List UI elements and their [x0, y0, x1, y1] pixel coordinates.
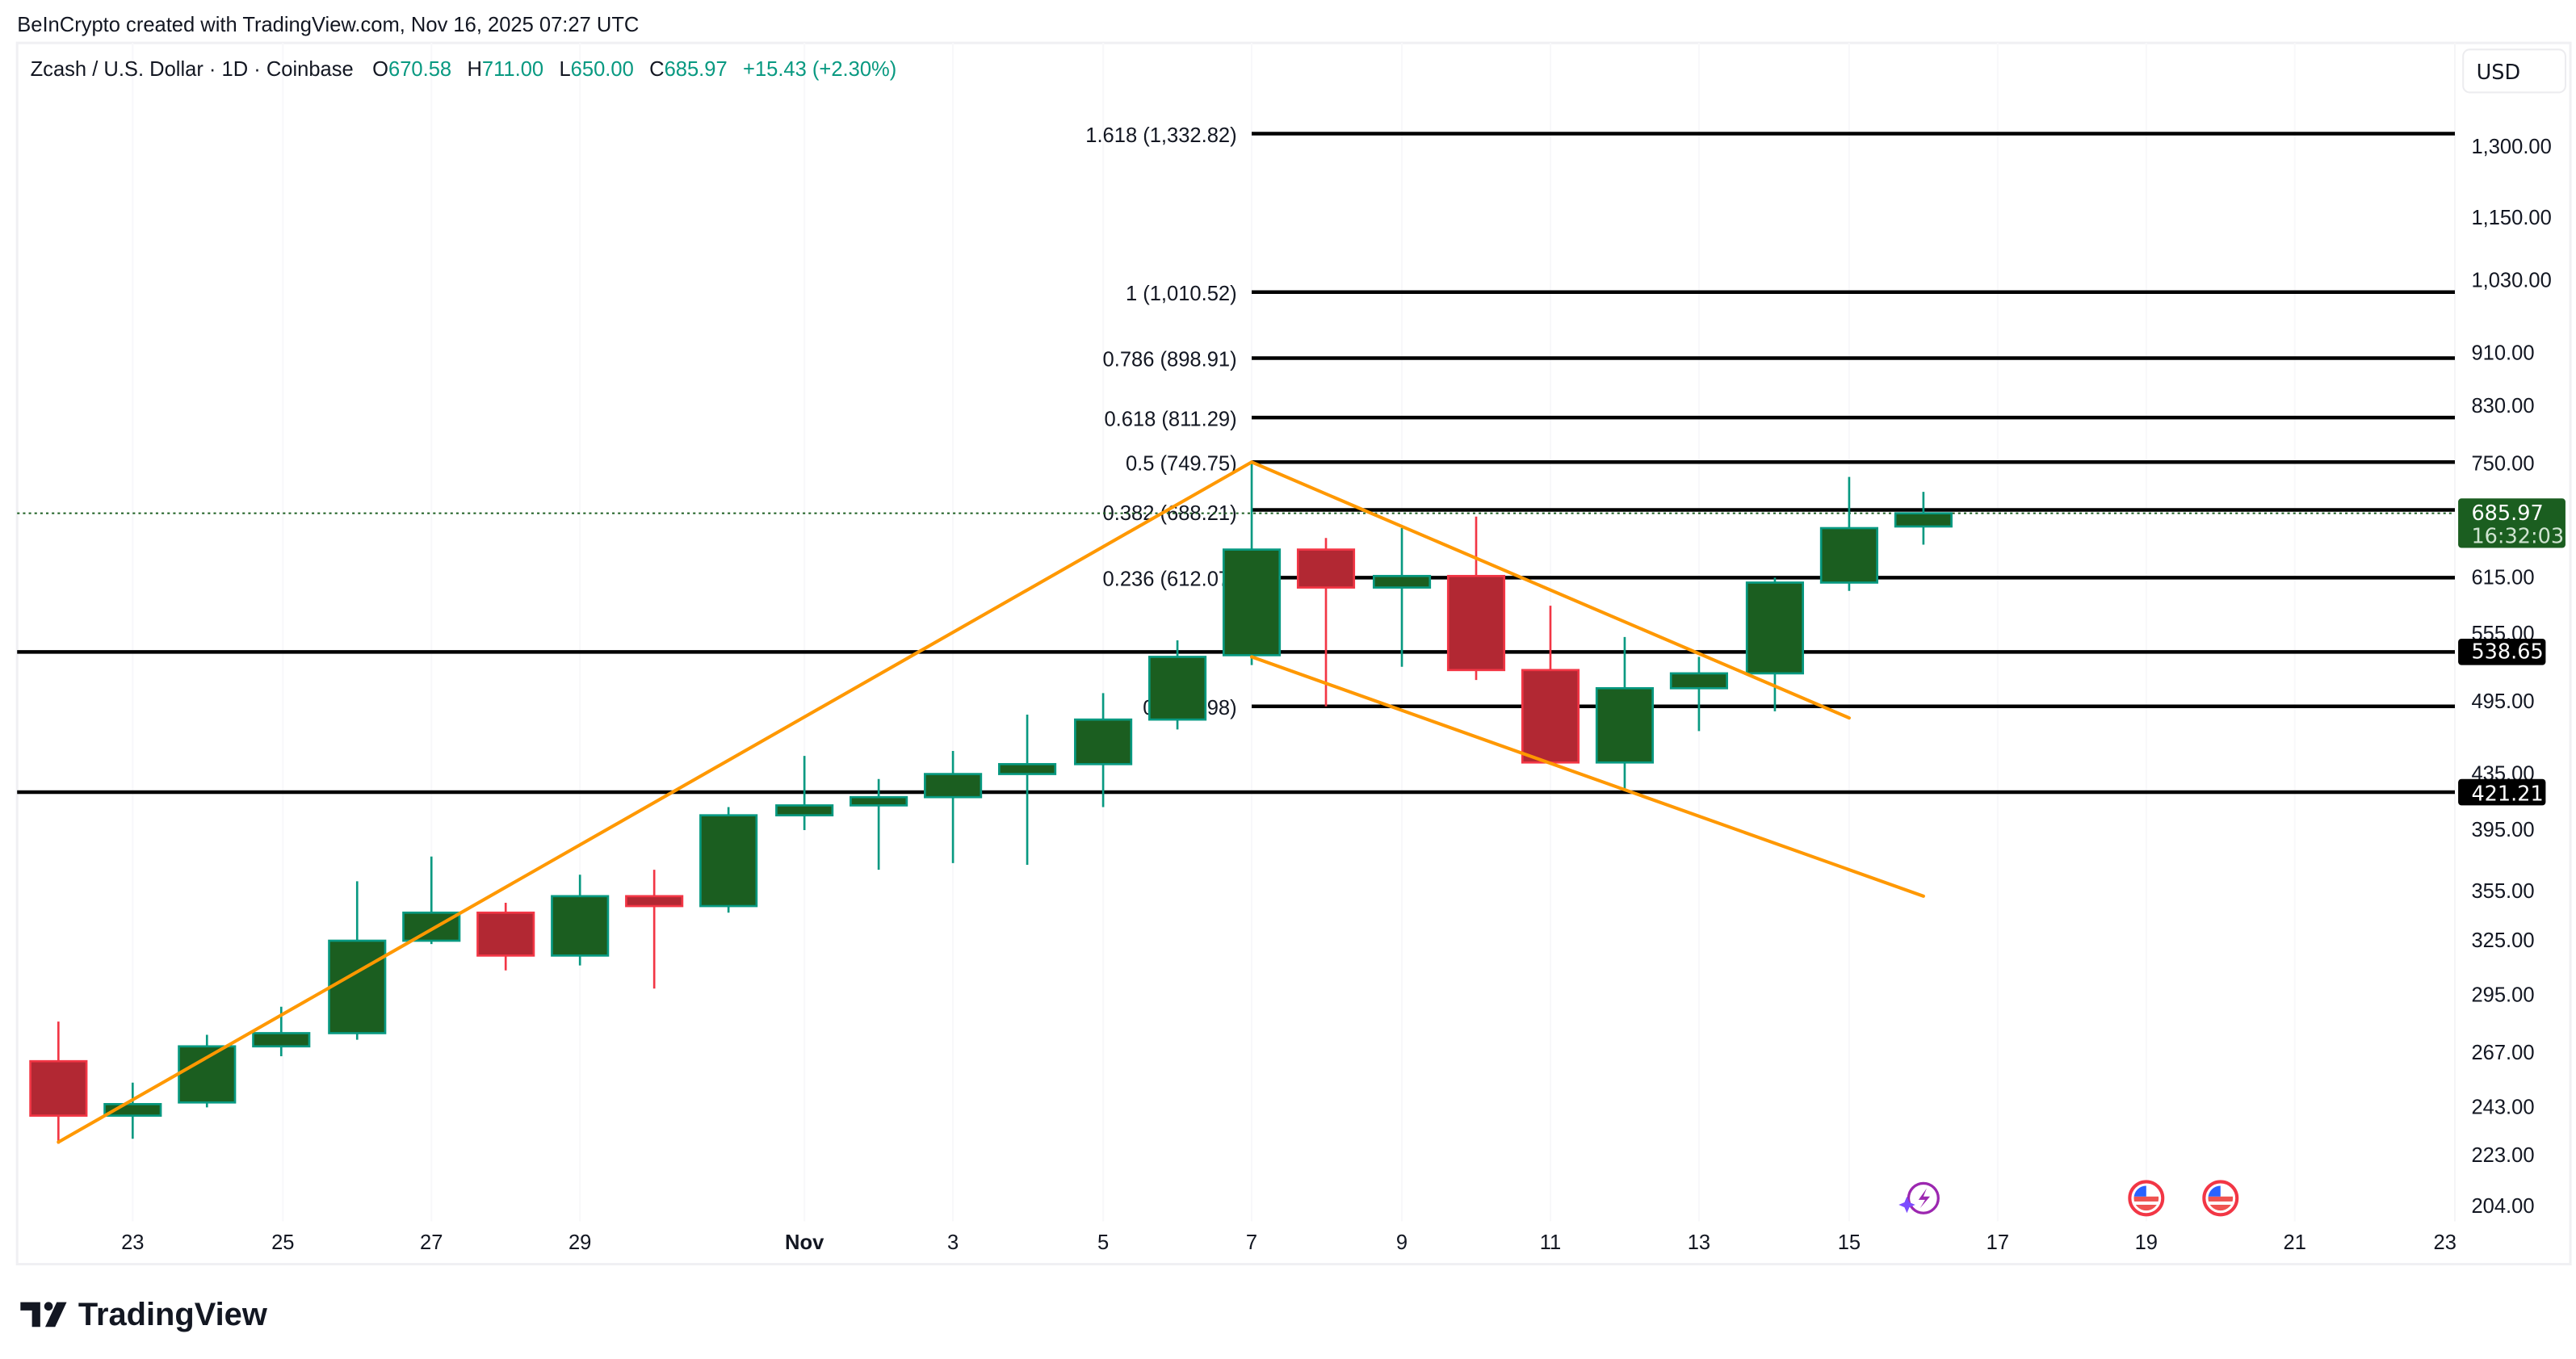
- price-tick: 295.00: [2471, 984, 2534, 1007]
- candle: [328, 881, 387, 1040]
- price-tick: 750.00: [2471, 452, 2534, 475]
- currency-button-label: USD: [2477, 61, 2521, 85]
- price-tick: 243.00: [2471, 1097, 2534, 1119]
- legend-low-label: L: [559, 58, 570, 81]
- time-axis[interactable]: 23 25 27 29 Nov 3 5 7 9 11 13 15 17 19 2…: [121, 1231, 2456, 1254]
- earnings-lightning-icon[interactable]: [1898, 1181, 1940, 1214]
- candlestick-series: [29, 463, 1953, 1144]
- price-tick: 615.00: [2471, 567, 2534, 589]
- candle: [1669, 656, 1728, 732]
- price-tick: 223.00: [2471, 1144, 2534, 1167]
- line-price-tag-421: 421.21: [2458, 778, 2546, 806]
- price-tick: 1,300.00: [2471, 136, 2551, 158]
- tradingview-logo-text: TradingView: [78, 1297, 268, 1332]
- time-tick: 11: [1540, 1231, 1562, 1254]
- time-tick: 15: [1838, 1231, 1861, 1254]
- trendlines[interactable]: [57, 460, 1925, 1144]
- price-tick: 830.00: [2471, 395, 2534, 417]
- candle: [1521, 606, 1580, 765]
- price-tick: 325.00: [2471, 929, 2534, 952]
- bar-countdown: 16:32:03: [2471, 524, 2564, 548]
- price-tick: 1,150.00: [2471, 207, 2551, 229]
- legend-close-value: 685.97: [665, 58, 728, 81]
- candle: [699, 807, 758, 913]
- legend: Zcash / U.S. Dollar · 1D · Coinbase O670…: [31, 58, 897, 81]
- time-tick: 23: [121, 1231, 144, 1254]
- time-tick-month: Nov: [785, 1231, 824, 1254]
- candle: [625, 870, 684, 989]
- price-tick: 495.00: [2471, 690, 2534, 713]
- time-tick: 29: [568, 1231, 591, 1254]
- candle: [1147, 640, 1207, 730]
- legend-close-label: C: [649, 58, 664, 81]
- price-axis[interactable]: 1,300.00 1,150.00 1,030.00 910.00 830.00…: [2471, 136, 2551, 1218]
- candle: [1222, 463, 1282, 665]
- time-tick: 27: [420, 1231, 443, 1254]
- last-price-value: 685.97: [2471, 501, 2543, 526]
- rising-trendline[interactable]: [57, 460, 1254, 1144]
- candle: [1595, 636, 1655, 789]
- candle: [476, 902, 535, 971]
- legend-low-value: 650.00: [571, 58, 634, 81]
- price-tick: 267.00: [2471, 1042, 2534, 1064]
- us-flag-event-icon[interactable]: [2128, 1180, 2165, 1217]
- time-tick: 3: [947, 1231, 959, 1254]
- candle: [551, 875, 610, 966]
- fib-label-1: 1 (1,010.52): [1126, 283, 1237, 305]
- line-price-421: 421.21: [2471, 782, 2543, 806]
- candle: [1296, 538, 1356, 707]
- legend-symbol: Zcash / U.S. Dollar · 1D · Coinbase: [31, 58, 354, 81]
- candle: [850, 778, 908, 870]
- price-tick: 910.00: [2471, 342, 2534, 365]
- fib-label-0618: 0.618 (811.29): [1104, 408, 1236, 430]
- time-tick: 25: [271, 1231, 294, 1254]
- candle: [1894, 492, 1953, 545]
- tradingview-logo[interactable]: TradingView: [20, 1297, 268, 1332]
- time-tick: 5: [1097, 1231, 1109, 1254]
- time-tick: 23: [2434, 1231, 2456, 1254]
- wedge-upper-trendline[interactable]: [1249, 460, 1851, 720]
- fib-label-05: 0.5 (749.75): [1126, 452, 1237, 475]
- candle: [1745, 577, 1805, 711]
- price-tick: 395.00: [2471, 819, 2534, 841]
- time-tick: 9: [1396, 1231, 1408, 1254]
- time-tick: 7: [1246, 1231, 1257, 1254]
- candle: [775, 756, 834, 831]
- fib-labels: 1.618 (1,332.82) 1 (1,010.52) 0.786 (898…: [1085, 124, 1236, 719]
- currency-button[interactable]: USD: [2462, 48, 2566, 94]
- price-tick: 355.00: [2471, 880, 2534, 903]
- candle: [29, 1021, 88, 1144]
- us-flag-event-icon[interactable]: [2202, 1180, 2239, 1217]
- legend-open-label: O: [372, 58, 388, 81]
- legend-open-value: 670.58: [388, 58, 451, 81]
- candle: [1819, 476, 1878, 591]
- fib-label-1618: 1.618 (1,332.82): [1085, 124, 1236, 147]
- line-price-538: 538.65: [2471, 640, 2543, 664]
- fib-label-0236: 0.236 (612.07): [1103, 568, 1237, 591]
- candle: [1074, 693, 1133, 807]
- legend-high-value: 711.00: [482, 58, 543, 81]
- time-tick: 21: [2284, 1231, 2306, 1254]
- time-tick: 13: [1688, 1231, 1710, 1254]
- candle: [1372, 528, 1432, 667]
- candle: [924, 750, 983, 863]
- time-tick: 17: [1987, 1231, 2009, 1254]
- watermark-text: BeInCrypto created with TradingView.com,…: [17, 14, 639, 36]
- candle: [997, 714, 1057, 865]
- line-price-tag-538: 538.65: [2458, 638, 2546, 665]
- last-price-tag: 685.97 16:32:03: [2458, 498, 2566, 548]
- legend-change: +15.43 (+2.30%): [743, 58, 896, 81]
- price-tick: 204.00: [2471, 1195, 2534, 1218]
- time-tick: 19: [2135, 1231, 2158, 1254]
- price-tick: 1,030.00: [2471, 270, 2551, 292]
- tradingview-logo-icon: [20, 1302, 67, 1328]
- legend-high-label: H: [467, 58, 481, 81]
- fib-label-0786: 0.786 (898.91): [1103, 349, 1237, 371]
- wedge-lower-trendline[interactable]: [1249, 655, 1925, 898]
- candle: [1446, 516, 1506, 681]
